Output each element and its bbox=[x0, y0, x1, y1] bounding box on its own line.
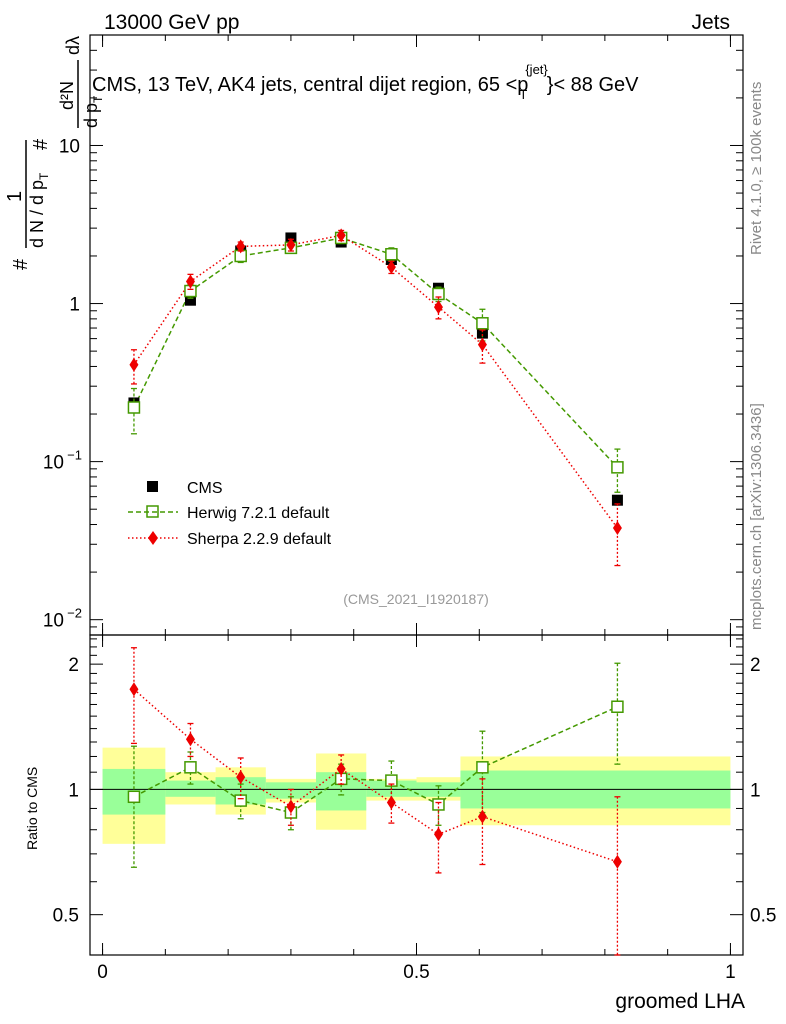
y-tick-label: 10 bbox=[43, 453, 64, 474]
point-herwig bbox=[127, 401, 141, 414]
point-sherpa bbox=[286, 237, 296, 252]
ratio-panel: 0 0.5 1 0.5 0.5 1 1 2 2 Ratio to CMS bbox=[24, 634, 776, 983]
ratio-y-label: Ratio to CMS bbox=[24, 767, 40, 850]
header-left: 13000 GeV pp bbox=[104, 11, 239, 34]
ratio-tick-label-right: 2 bbox=[750, 655, 761, 676]
ratio-point-sherpa bbox=[129, 682, 139, 697]
point-cms bbox=[476, 327, 488, 339]
y-label-hash2: # bbox=[30, 138, 52, 150]
point-sherpa bbox=[129, 357, 139, 372]
y-label-hash: # bbox=[10, 258, 32, 270]
point-sherpa bbox=[336, 228, 346, 243]
point-sherpa bbox=[433, 300, 443, 315]
ratio-point-herwig bbox=[385, 774, 398, 787]
legend-marker-herwig bbox=[146, 505, 159, 518]
ratio-point-sherpa bbox=[386, 795, 396, 810]
ratio-plot-content bbox=[90, 647, 743, 956]
header-right: Jets bbox=[691, 11, 730, 34]
ratio-point-herwig bbox=[611, 700, 624, 713]
ratio-point-sherpa bbox=[336, 761, 346, 776]
legend-marker-sherpa bbox=[148, 531, 158, 545]
point-sherpa bbox=[185, 274, 195, 289]
y-label-dpT: d pT bbox=[81, 95, 105, 128]
point-herwig bbox=[611, 461, 624, 474]
ratio-point-sherpa bbox=[185, 732, 195, 747]
legend-label-sherpa: Sherpa 2.2.9 default bbox=[187, 531, 332, 548]
ratio-line-sherpa bbox=[133, 688, 618, 863]
x-tick-label: 1 bbox=[725, 962, 736, 983]
plot-title: CMS, 13 TeV, AK4 jets, central dijet reg… bbox=[92, 62, 639, 102]
y-label-dN: d N / d pT bbox=[27, 172, 51, 248]
y-tick-label-exponent: −1 bbox=[67, 448, 82, 463]
ratio-point-sherpa bbox=[236, 770, 246, 785]
y-label-one: 1 bbox=[4, 191, 26, 202]
ratio-point-herwig bbox=[234, 794, 247, 807]
legend-label-herwig: Herwig 7.2.1 default bbox=[187, 505, 330, 522]
ratio-point-sherpa bbox=[286, 799, 296, 814]
ratio-tick-label-left: 2 bbox=[68, 655, 79, 676]
ratio-point-sherpa bbox=[477, 809, 487, 824]
point-sherpa bbox=[477, 337, 487, 352]
y-tick-label: 10 bbox=[43, 611, 64, 632]
ratio-tick-label-right: 0.5 bbox=[750, 906, 776, 927]
ratio-band-inner bbox=[165, 780, 216, 797]
side-text-mcplots: mcplots.cern.ch [arXiv:1306.3436] bbox=[748, 403, 765, 630]
y-tick-label: 10 bbox=[59, 136, 80, 157]
y-axis-label: # 1 d N / d pT # d²N d pT dλ bbox=[4, 36, 105, 270]
ratio-tick-label-left: 1 bbox=[68, 780, 79, 801]
point-herwig bbox=[385, 248, 398, 261]
ratio-plot-frame bbox=[89, 634, 744, 956]
series-line-herwig bbox=[133, 237, 618, 468]
y-label-d2N: d²N bbox=[57, 81, 77, 110]
ratio-point-sherpa bbox=[612, 854, 622, 869]
main-plot-content bbox=[127, 228, 624, 567]
point-sherpa bbox=[386, 260, 396, 275]
point-cms bbox=[184, 294, 196, 306]
legend-label-cms: CMS bbox=[187, 480, 223, 497]
ratio-axes: 0 0.5 1 0.5 0.5 1 1 2 2 bbox=[53, 638, 776, 983]
ratio-point-sherpa bbox=[433, 827, 443, 842]
point-herwig bbox=[476, 317, 489, 330]
ratio-point-herwig bbox=[127, 790, 141, 804]
point-sherpa bbox=[612, 521, 622, 536]
legend: CMS Herwig 7.2.1 default Sherpa 2.2.9 de… bbox=[128, 480, 332, 548]
x-axis-label: groomed LHA bbox=[615, 990, 745, 1013]
y-label-dlambda: dλ bbox=[63, 36, 83, 55]
analysis-id: (CMS_2021_I1920187) bbox=[343, 591, 489, 607]
point-herwig bbox=[432, 287, 445, 301]
ratio-point-herwig bbox=[476, 761, 489, 774]
x-tick-label: 0 bbox=[97, 962, 108, 983]
side-text-rivet: Rivet 4.1.0, ≥ 100k events bbox=[748, 82, 765, 255]
y-tick-label: 1 bbox=[69, 295, 80, 316]
point-cms bbox=[611, 494, 623, 506]
point-sherpa bbox=[236, 239, 246, 254]
legend-marker-cms bbox=[147, 481, 158, 492]
ratio-point-herwig bbox=[184, 761, 197, 774]
series-line-sherpa bbox=[133, 234, 619, 529]
ratio-tick-label-left: 0.5 bbox=[53, 906, 79, 927]
ratio-tick-label-right: 1 bbox=[750, 780, 761, 801]
x-tick-label: 0.5 bbox=[403, 962, 429, 983]
y-tick-label-exponent: −2 bbox=[67, 606, 82, 621]
